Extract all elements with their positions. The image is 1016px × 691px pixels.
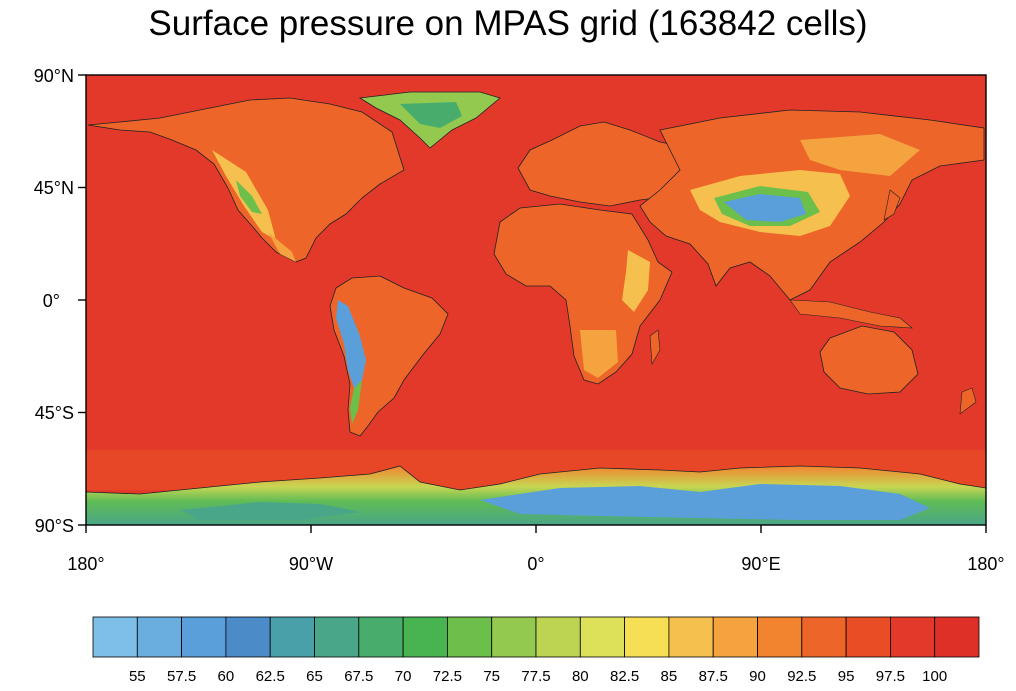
indonesia [789,299,913,329]
colorbar-label: 70 [395,668,412,685]
colorbar-swatch [535,616,581,658]
colorbar-label: 62.5 [256,668,285,685]
colorbar-label: 55 [129,668,146,685]
colorbar-label: 87.5 [699,668,728,685]
lat-label-90n: 90°N [34,66,74,86]
tibetan-plateau [724,194,806,222]
africa [493,203,673,385]
rockies-high [236,180,262,214]
australia [819,325,919,395]
colorbar-swatch [757,616,803,658]
east-africa-highland [622,250,650,312]
colorbar-swatch [136,616,183,658]
lon-label-0: 0° [527,554,544,574]
colorbar-label: 67.5 [344,668,373,685]
colorbar-swatch [934,616,980,658]
colorbar-label: 75 [483,668,500,685]
colorbar-label: 65 [306,668,323,685]
colorbar-label: 72.5 [433,668,462,685]
lon-label-90e: 90°E [741,554,780,574]
mexico-highland [268,232,296,262]
colorbar-label: 100 [922,668,947,685]
colorbar-swatch [402,616,448,658]
axis-ticks [78,74,987,533]
colorbar-swatch [579,616,625,658]
madagascar [649,329,661,366]
southern-africa-plateau [580,330,618,378]
colorbar-swatch [890,616,936,658]
lon-label-180w: 180° [67,554,104,574]
japan [883,189,901,221]
greenland-ice [400,102,462,128]
colorbar-label: 57.5 [167,668,196,685]
colorbar-label: 60 [218,668,235,685]
colorbar-swatch [712,616,758,658]
lat-label-90s: 90°S [35,516,74,536]
colorbar-swatch [801,616,847,658]
colorbar-label: 90 [749,668,766,685]
colorbar-label: 85 [661,668,678,685]
colorbar: 55 57.5 60 62.5 65 67.5 70 72.5 75 77.5 80 82.5 85 87… [92,616,980,685]
andes-edge [350,380,362,424]
siberia-highland [800,134,920,176]
colorbar-swatch [181,616,227,658]
colorbar-swatch [358,616,404,658]
colorbar-label: 80 [572,668,589,685]
colorbar-swatch [269,616,315,658]
colorbar-label: 95 [838,668,855,685]
lat-label-45n: 45°N [34,178,74,198]
colorbar-swatch [668,616,714,658]
lat-label-equator: 0° [43,291,60,311]
new-zealand [959,387,977,415]
colorbar-label: 77.5 [521,668,550,685]
colorbar-swatch [314,616,360,658]
colorbar-swatch [225,616,271,658]
lon-label-180e: 180° [967,554,1004,574]
colorbar-label: 92.5 [787,668,816,685]
colorbar-swatch [845,616,891,658]
antarctic-plateau-edge [180,502,360,520]
map-title: Surface pressure on MPAS grid (163842 ce… [148,4,868,43]
colorbar-label: 82.5 [610,668,639,685]
colorbar-swatch [446,616,493,658]
colorbar-swatch [92,616,138,658]
colorbar-swatch [491,616,537,658]
colorbar-label: 97.5 [876,668,905,685]
antarctic-plateau [480,484,930,520]
lat-label-45s: 45°S [35,403,74,423]
lon-label-90w: 90°W [289,554,333,574]
colorbar-swatch [624,616,670,658]
andes [336,300,366,388]
